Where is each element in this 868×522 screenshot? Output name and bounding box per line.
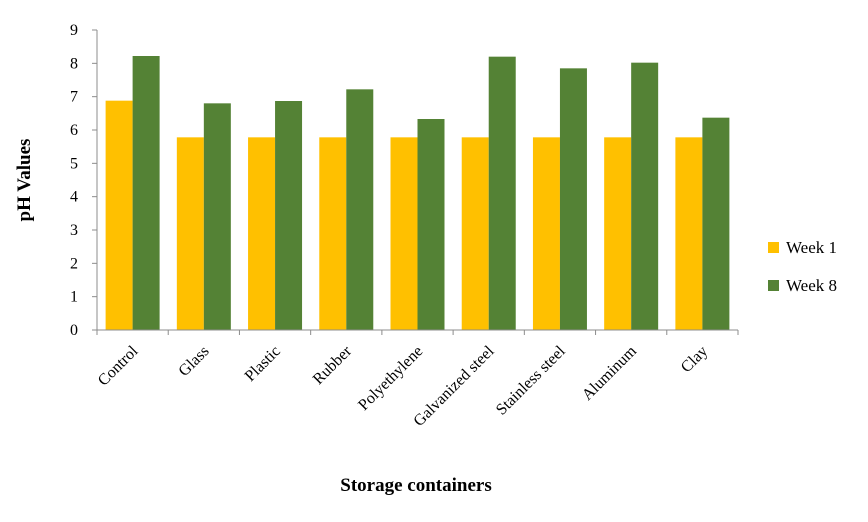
x-tick-label: Glass xyxy=(175,343,212,380)
y-tick-label: 4 xyxy=(70,189,78,206)
y-tick-label: 1 xyxy=(70,289,78,306)
y-tick-label: 6 xyxy=(70,122,78,139)
x-tick-label: Clay xyxy=(678,343,711,376)
y-tick-label: 9 xyxy=(70,22,78,39)
x-axis-title: Storage containers xyxy=(340,475,491,496)
bar-week-1-stainless-steel xyxy=(532,137,560,330)
y-tick-label: 3 xyxy=(70,222,78,239)
legend-label: Week 8 xyxy=(786,276,837,295)
bar-week-8-glass xyxy=(203,103,231,330)
y-tick-label: 7 xyxy=(70,89,78,106)
x-tick-label: Control xyxy=(95,342,142,389)
x-ticks: Control Glass Plastic Rubber PolyethyleneGal… xyxy=(95,330,739,430)
bar-week-8-galvanized-steel xyxy=(488,56,516,331)
y-ticks: 0 1 2 3 4 5 6 7 8 9 xyxy=(70,22,97,339)
y-tick-label: 5 xyxy=(70,155,78,172)
bar-week-1-rubber xyxy=(319,137,347,330)
bar-week-8-clay xyxy=(702,117,730,331)
x-tick-label: Stainless steel xyxy=(493,342,569,418)
x-tick-label: Rubber xyxy=(310,342,356,388)
y-tick-label: 2 xyxy=(70,255,78,272)
bar-week-1-clay xyxy=(675,137,703,330)
bar-week-1-plastic xyxy=(248,137,276,330)
bar-week-8-aluminum xyxy=(631,62,659,331)
bar-week-1-galvanized-steel xyxy=(461,137,489,330)
bar-week-8-stainless-steel xyxy=(559,68,587,330)
y-tick-label: 0 xyxy=(70,322,78,339)
x-tick-label: Plastic xyxy=(242,343,284,385)
bar-week-8-rubber xyxy=(346,89,374,330)
bar-week-1-aluminum xyxy=(604,137,632,330)
bar-week-8-plastic xyxy=(275,101,303,330)
legend-swatch xyxy=(768,280,779,291)
y-axis-title: pH Values xyxy=(14,139,35,222)
x-tick-label: Polyethylene xyxy=(355,343,426,414)
legend: Week 1 Week 8 xyxy=(768,238,837,295)
x-tick-label: Aluminum xyxy=(579,342,640,403)
bar-week-8-polyethylene xyxy=(417,119,445,330)
legend-swatch xyxy=(768,242,779,253)
bar-week-1-glass xyxy=(176,137,204,330)
y-tick-label: 8 xyxy=(70,55,78,72)
bar-week-8-control xyxy=(132,56,160,330)
bars-group xyxy=(105,56,730,331)
legend-label: Week 1 xyxy=(786,238,837,257)
bar-week-1-control xyxy=(105,100,133,331)
bar-week-1-polyethylene xyxy=(390,137,418,330)
